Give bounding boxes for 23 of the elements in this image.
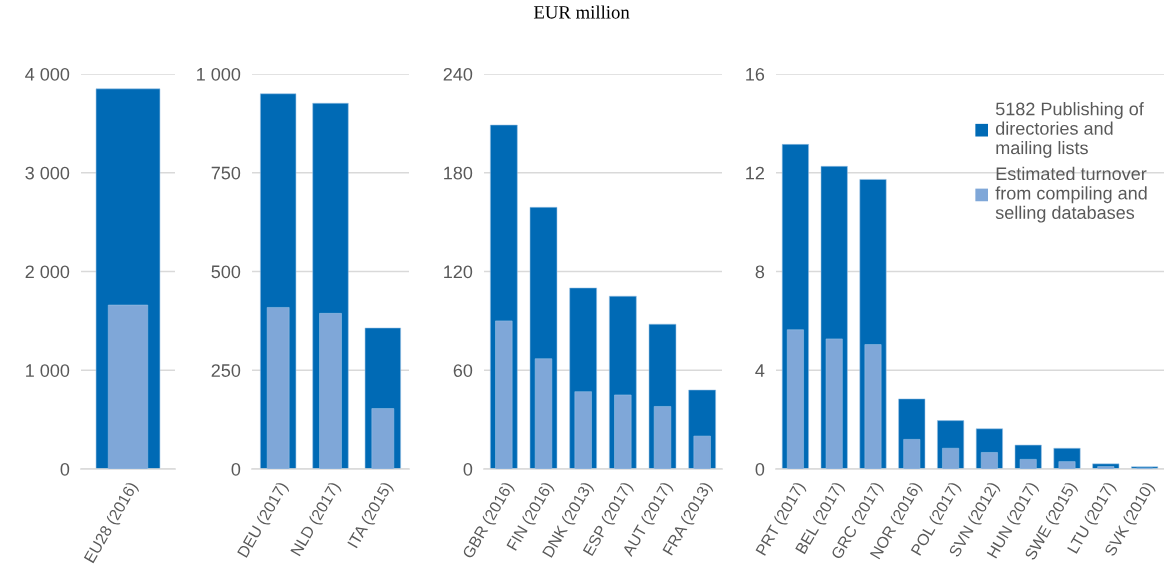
y-tick-label: 240 [443,67,473,81]
y-tick-label: 8 [755,265,765,279]
y-tick-label: 1 000 [197,67,241,81]
y-tick-label: 0 [231,462,241,476]
y-tick-label: 3 000 [25,166,70,180]
y-tick-label: 4 000 [25,67,70,81]
y-tick-label: 60 [453,364,473,377]
y-tick-label: 500 [211,265,241,279]
chart-title: EUR million [533,5,630,19]
y-tick-label: 1 000 [26,364,70,377]
y-tick-label: 0 [60,462,70,476]
legend-label: 5182 Publishing of directories and mailing lists [995,102,1144,158]
y-tick-label: 180 [444,166,473,180]
y-tick-label: 12 [746,166,764,180]
y-tick-label: 16 [746,67,765,81]
y-tick-label: 0 [463,462,473,476]
legend-label: Estimated turnover from compiling and selling databases [995,166,1147,223]
y-tick-label: 250 [211,364,241,377]
y-tick-label: 4 [755,364,765,377]
y-tick-label: 2 000 [25,265,70,279]
y-tick-label: 120 [444,265,473,279]
y-tick-label: 0 [755,462,765,476]
y-tick-label: 750 [211,166,241,180]
